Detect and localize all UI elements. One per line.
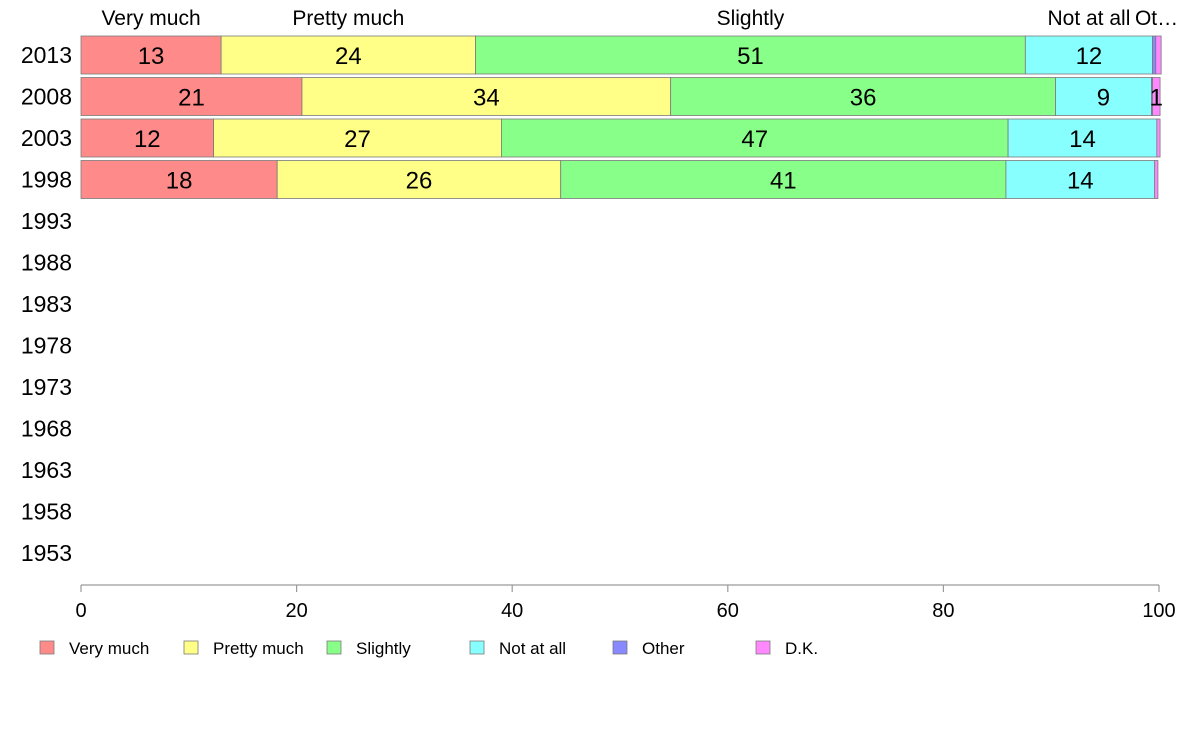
legend-swatch-d-k xyxy=(755,640,771,655)
y-label-1983: 1983 xyxy=(21,291,72,317)
top-category-labels: Very much Pretty much Slightly Not at all Ot… xyxy=(101,7,1178,30)
top-label-ot: Ot… xyxy=(1135,7,1178,30)
segment-labels: 13 24 51 12 21 34 36 9 1 12 27 47 14 18 26 41 14 xyxy=(134,43,1163,195)
data-label-1998-pretty-much: 26 xyxy=(406,168,433,195)
bar-segment-2003-not-at-all xyxy=(1007,118,1158,158)
bar-segment-2013-pretty-much xyxy=(220,35,476,75)
data-label-2003-pretty-much: 27 xyxy=(344,126,371,153)
data-label-2003-not-at-all: 14 xyxy=(1069,126,1096,153)
x-tick-label-0: 0 xyxy=(75,600,86,622)
legend-swatch-slightly xyxy=(326,640,342,655)
bar-segment-1998-very-much xyxy=(80,160,278,199)
y-label-1968: 1968 xyxy=(21,416,72,442)
data-label-1998-slightly: 41 xyxy=(770,168,797,195)
legend-label-pretty-much: Pretty much xyxy=(213,639,304,658)
legend-swatch-pretty-much xyxy=(183,640,199,655)
bar-segment-2008-not-at-all xyxy=(1055,77,1152,116)
data-label-2013-slightly: 51 xyxy=(737,43,764,70)
bar-segment-2008-slightly xyxy=(670,77,1056,116)
data-label-2003-very-much: 12 xyxy=(134,126,161,153)
bar-segment-2008-pretty-much xyxy=(301,77,672,116)
bar-segment-2008-very-much xyxy=(80,77,303,116)
bar-segment-1998-pretty-much xyxy=(276,160,562,199)
bar-segment-2013-slightly xyxy=(475,35,1026,75)
bar-segment-2013-very-much xyxy=(80,35,222,75)
legend-swatch-very-much xyxy=(39,640,55,655)
bar-segment-2003-slightly xyxy=(501,118,1009,158)
bar-segment-2003-d-k- xyxy=(1156,118,1161,158)
top-label-slightly: Slightly xyxy=(717,7,785,30)
x-tick-label-100: 100 xyxy=(1142,600,1175,622)
y-label-1953: 1953 xyxy=(21,540,72,566)
legend: Very much Pretty much Slightly Not at all Ot… xyxy=(39,639,818,658)
y-label-1998: 1998 xyxy=(21,167,72,193)
data-label-1998-not-at-all: 14 xyxy=(1067,168,1094,195)
y-label-1993: 1993 xyxy=(21,208,72,234)
data-label-2008-pretty-much: 34 xyxy=(473,85,500,112)
legend-label-d-k: D.K. xyxy=(785,639,818,658)
data-label-2008-very-much: 21 xyxy=(178,85,205,112)
data-label-2008-not-at-all: 9 xyxy=(1097,85,1110,112)
y-label-1958: 1958 xyxy=(21,499,72,525)
x-tick-label-80: 80 xyxy=(932,600,954,622)
x-tick-label-60: 60 xyxy=(717,600,739,622)
legend-label-slightly: Slightly xyxy=(356,639,411,658)
x-tick-label-40: 40 xyxy=(501,600,523,622)
top-label-pretty-much: Pretty much xyxy=(292,7,404,30)
data-label-2013-very-much: 13 xyxy=(138,43,165,70)
bar-segment-2003-very-much xyxy=(80,118,214,158)
bar-segment-1998-slightly xyxy=(560,160,1007,199)
legend-swatch-not-at-all xyxy=(469,640,485,655)
data-label-2003-slightly: 47 xyxy=(741,126,768,153)
x-axis: 0 20 40 60 80 100 xyxy=(75,584,1176,622)
top-label-not-at-all: Not at all xyxy=(1047,7,1130,30)
legend-label-not-at-all: Not at all xyxy=(499,639,566,658)
legend-swatch-other xyxy=(612,640,628,655)
y-axis-labels: 2013 2008 2003 1998 1993 1988 1983 1978 1973 1968… xyxy=(21,42,72,566)
data-label-2008-slightly: 36 xyxy=(850,85,877,112)
x-tick-label-20: 20 xyxy=(285,600,307,622)
bar-segment-2008-d-k- xyxy=(1152,77,1161,116)
bars xyxy=(80,35,1162,199)
data-label-2013-not-at-all: 12 xyxy=(1076,43,1103,70)
legend-label-other: Other xyxy=(642,639,685,658)
data-label-1998-very-much: 18 xyxy=(166,168,193,195)
y-label-2008: 2008 xyxy=(21,84,72,110)
top-label-very-much: Very much xyxy=(101,7,200,30)
bar-segment-2013-d-k- xyxy=(1155,35,1162,75)
y-label-1988: 1988 xyxy=(21,250,72,276)
y-label-2003: 2003 xyxy=(21,125,72,151)
data-label-2008-d-k-: 1 xyxy=(1150,85,1163,112)
bar-segment-2013-not-at-all xyxy=(1024,35,1153,75)
bar-segment-1998-not-at-all xyxy=(1005,160,1156,199)
y-label-1973: 1973 xyxy=(21,374,72,400)
y-label-1963: 1963 xyxy=(21,457,72,483)
y-label-2013: 2013 xyxy=(21,42,72,68)
y-label-1978: 1978 xyxy=(21,333,72,359)
bar-segment-2013-other xyxy=(1152,35,1157,75)
data-label-2013-pretty-much: 24 xyxy=(335,43,362,70)
bar-segment-1998-d-k- xyxy=(1154,160,1159,199)
legend-label-very-much: Very much xyxy=(69,639,149,658)
